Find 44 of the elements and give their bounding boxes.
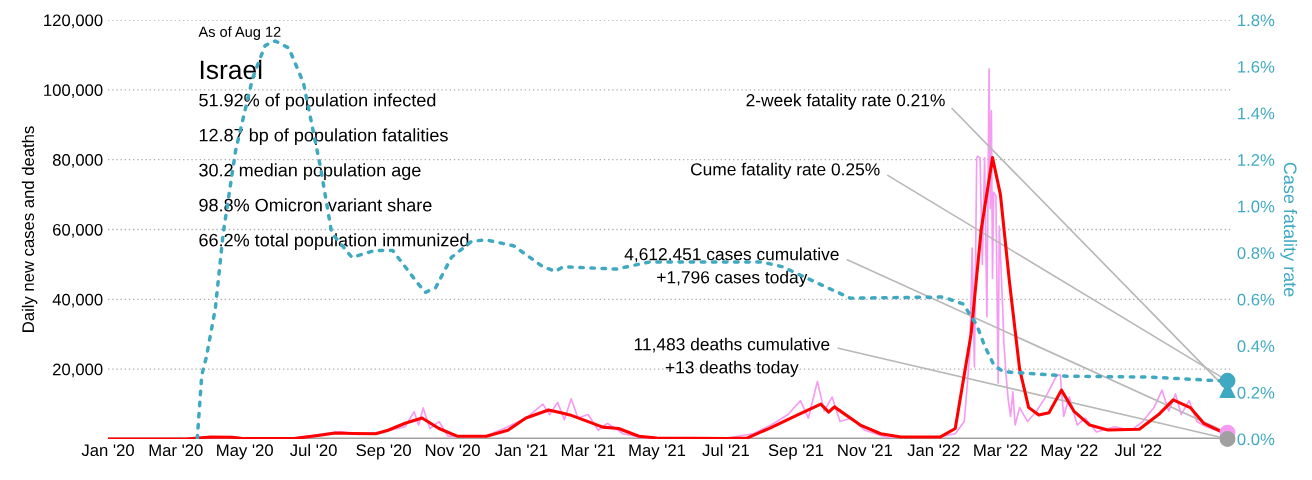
x-tick-label: May '20	[217, 444, 273, 460]
annotation: 11,483 deaths cumulative +13 deaths today	[634, 337, 830, 377]
chart-subtitle: As of Aug 12	[198, 26, 281, 40]
y-tick-label: 40,000	[52, 293, 103, 308]
x-tick-label: May '22	[1041, 444, 1098, 460]
annotation: 51.92% of population infected	[199, 93, 436, 111]
y2-tick-label: 0.8%	[1237, 247, 1275, 259]
x-tick-label: Jan '21	[495, 444, 548, 457]
y2-tick-label: 0.4%	[1237, 340, 1275, 353]
annotation: 4,612,451 cases cumulative +1,796 cases today	[624, 247, 839, 287]
y2-tick-label: 1.0%	[1238, 200, 1275, 213]
annotation: 98.8% Omicron variant share	[199, 198, 432, 212]
y2-tick-label: 0.6%	[1237, 293, 1275, 306]
y-tick-label: 60,000	[53, 223, 103, 238]
y-tick-label: 80,000	[52, 154, 103, 168]
annotation: 2-week fatality rate 0.21%	[746, 93, 945, 110]
x-tick-label: May '21	[629, 444, 686, 460]
y-tick-label: 120,000	[44, 14, 103, 29]
y2-tick-label: 0.0%	[1237, 433, 1275, 446]
x-tick-label: Mar '21	[561, 444, 615, 457]
x-tick-label: Mar '20	[149, 444, 203, 457]
y-tick-label: 100,000	[44, 84, 103, 99]
x-tick-label: Jan '22	[907, 444, 960, 457]
x-tick-label: Jul '22	[1114, 443, 1162, 457]
x-tick-label: Sep '20	[356, 444, 411, 460]
x-tick-label: Nov '20	[425, 444, 480, 457]
annotation: 66.2% total population immunized	[199, 233, 469, 251]
x-tick-label: Nov '21	[838, 444, 893, 457]
y2-tick-label: 1.2%	[1238, 154, 1275, 166]
y2-tick-label: 1.8%	[1238, 14, 1275, 27]
x-tick-label: Jul '20	[290, 443, 337, 457]
y2-axis-title: Case fatality rate	[1280, 162, 1298, 297]
y2-tick-label: 0.2%	[1237, 386, 1275, 399]
annotation: 30.2 median population age	[199, 163, 421, 181]
y2-tick-label: 1.4%	[1238, 107, 1275, 120]
y-axis-title: Daily new cases and deaths	[21, 126, 38, 332]
x-tick-label: Mar '22	[974, 444, 1028, 457]
annotation: Cume fatality rate 0.25%	[690, 162, 880, 179]
x-tick-label: Sep '21	[768, 444, 824, 460]
y2-tick-label: 1.6%	[1238, 60, 1275, 73]
x-tick-label: Jul '21	[702, 443, 749, 457]
y-tick-label: 20,000	[53, 363, 103, 378]
text: Israel	[200, 59, 262, 80]
x-tick-label: Jan '20	[81, 444, 134, 457]
